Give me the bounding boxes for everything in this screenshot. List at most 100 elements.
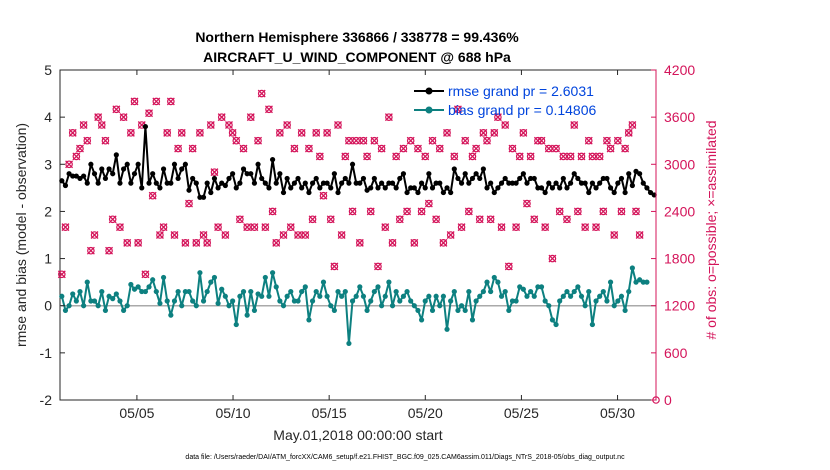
bias-point [418,317,425,323]
obs-possible-marker [308,215,317,224]
obs-assimilated-marker [206,121,215,129]
obs-possible-marker [316,152,324,161]
obs-assimilated-marker [112,105,121,114]
rmse-point [451,166,457,172]
rmse-point [190,175,196,182]
obs-possible-marker [603,136,611,145]
bias-point [313,288,319,295]
rmse-point [375,185,381,191]
obs-assimilated-marker [185,199,193,208]
obs-possible-marker [246,113,255,121]
obs-assimilated-marker [265,105,273,114]
rmse-point [193,180,199,186]
rmse-point [139,185,145,191]
obs-possible-marker [508,144,517,153]
obs-possible-marker [225,121,233,129]
left-y-tick-label: -2 [40,392,53,408]
bias-point [288,288,294,295]
bias-point [604,298,610,304]
obs-possible-marker [58,270,66,279]
rmse-point [244,171,250,177]
obs-possible-marker [170,231,179,239]
obs-assimilated-marker [337,231,346,239]
obs-assimilated-marker [225,121,233,129]
bias-point [251,307,258,314]
bias-point [342,288,348,295]
rmse-point [520,171,526,177]
obs-assimilated-marker [97,121,106,129]
bias-point [473,298,479,304]
obs-assimilated-marker [635,231,644,239]
bias-point [302,284,308,290]
obs-assimilated-marker [428,136,437,145]
rmse-point [135,161,141,167]
obs-assimilated-marker [279,231,288,239]
legend-rmse-label: rmse grand pr = 2.6031 [448,83,594,99]
obs-possible-marker [330,262,339,271]
bias-point [433,293,439,299]
bias-point [299,288,305,295]
obs-assimilated-marker [417,207,426,216]
bias-point [567,293,574,299]
obs-assimilated-marker [617,207,626,216]
obs-assimilated-marker [275,128,284,137]
obs-possible-marker [112,105,121,114]
rmse-point [262,180,268,186]
bias-point [208,279,214,285]
bias-point [200,298,207,304]
rmse-point [88,161,94,167]
right-y-tick-label: 1800 [664,251,695,267]
rmse-point [204,180,210,186]
bias-point [113,291,119,297]
obs-possible-marker [417,207,426,216]
obs-assimilated-marker [370,136,379,145]
rmse-point [251,180,258,186]
rmse-point [637,171,643,177]
rmse-point [200,194,207,200]
legend-rmse-marker [425,87,433,95]
bias-point [197,270,203,276]
obs-possible-marker [526,152,535,161]
bias-point [117,298,123,304]
obs-assimilated-marker [210,168,219,177]
rmse-point [349,161,356,167]
obs-possible-marker [345,136,353,145]
rmse-point [62,182,69,189]
obs-possible-marker [450,152,459,161]
obs-assimilated-marker [613,136,622,145]
rmse-point [455,175,461,182]
rmse-point [531,175,537,182]
rmse-point [469,175,476,182]
obs-possible-marker [410,239,419,247]
rmse-point [571,171,577,177]
right-y-tick-label: 3600 [664,109,695,125]
rmse-point [408,185,414,191]
left-y-tick-label: 3 [44,156,52,172]
rmse-point [102,175,109,182]
obs-assimilated-marker [344,136,353,145]
bias-point [448,298,454,304]
obs-possible-marker [207,121,215,129]
obs-possible-marker [454,105,462,114]
obs-assimilated-marker [177,128,186,137]
obs-assimilated-marker [533,136,542,145]
bias-point [153,288,159,295]
obs-assimilated-marker [221,231,230,239]
rmse-point [429,185,436,191]
left-y-tick-label: -1 [40,345,53,361]
obs-possible-marker [203,239,211,247]
obs-possible-marker [127,129,135,137]
obs-possible-marker [334,121,342,129]
obs-assimilated-marker [123,238,132,247]
rmse-point [393,185,399,191]
obs-assimilated-marker [297,128,306,137]
rmse-point [208,189,214,196]
obs-possible-marker [381,223,390,231]
obs-possible-marker [501,121,509,129]
rmse-point [415,189,421,196]
rmse-point [164,180,170,186]
bias-point [335,288,341,295]
obs-assimilated-marker [446,231,455,239]
rmse-point [255,161,261,167]
obs-possible-marker [250,223,259,231]
